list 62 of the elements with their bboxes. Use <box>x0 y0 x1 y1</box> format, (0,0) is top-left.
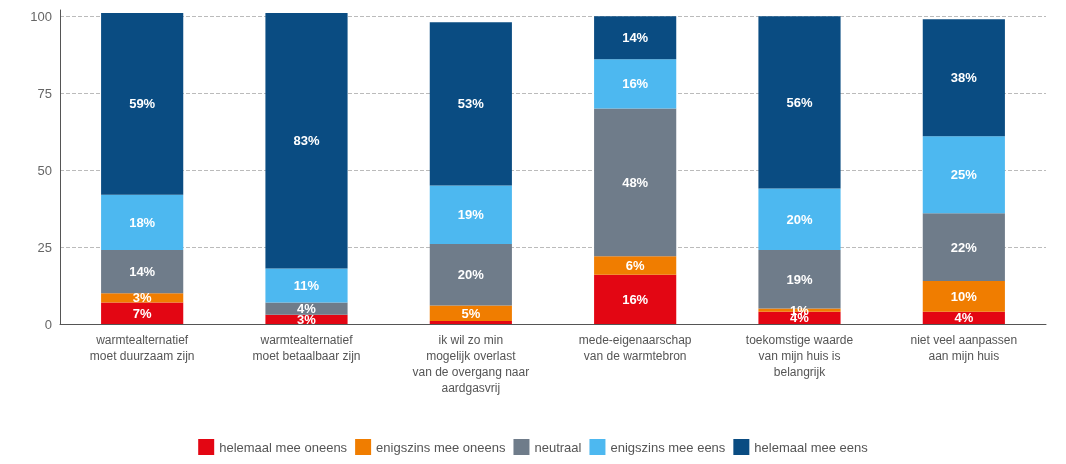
x-tick-label: warmtealternatief moet betaalbaar zijn <box>252 333 361 363</box>
data-label: 10% <box>950 288 978 304</box>
bar <box>922 213 1005 281</box>
x-tick-label: niet veel aanpassen aan mijn huis <box>910 333 1018 363</box>
bar <box>429 320 512 324</box>
data-label: 16% <box>622 76 649 92</box>
data-label: 59% <box>129 96 156 112</box>
data-label: 4% <box>954 310 974 326</box>
legend-label: neutraal <box>534 439 582 455</box>
legend-label: enigszins mee eens <box>610 439 726 455</box>
bar <box>429 185 512 244</box>
bar <box>429 243 512 306</box>
data-label: 16% <box>622 291 649 307</box>
x-tick-label: warmtealternatief moet duurzaam zijn <box>89 333 195 363</box>
bar <box>594 16 677 60</box>
data-label: 25% <box>950 167 978 183</box>
data-label: 6% <box>625 258 645 274</box>
bar <box>922 136 1005 214</box>
bar <box>265 302 348 315</box>
y-tick-label: 75 <box>37 85 52 101</box>
data-label: 83% <box>293 133 320 149</box>
data-label: 19% <box>457 207 485 223</box>
data-label: 11% <box>293 278 320 294</box>
data-label: 7% <box>132 305 152 321</box>
x-tick-label: toekomstige waarde van mijn huis is belangrijk <box>745 333 854 379</box>
bar <box>922 280 1005 312</box>
data-label: 53% <box>457 96 485 112</box>
data-label: 14% <box>129 264 156 280</box>
data-label: 14% <box>622 30 649 46</box>
data-label: 20% <box>457 267 485 283</box>
bar <box>101 194 184 251</box>
y-tick-label: 0 <box>44 316 52 332</box>
data-label: 38% <box>950 70 978 86</box>
data-label: 56% <box>786 94 813 110</box>
bar <box>101 250 184 294</box>
data-label: 19% <box>786 271 813 287</box>
x-tick-label: ik wil zo min mogelijk overlast van de overgang naar aardgasvrij <box>412 333 530 395</box>
bar <box>758 16 841 189</box>
bar <box>594 59 677 109</box>
bar <box>594 274 677 324</box>
bar <box>101 302 184 324</box>
y-tick-label: 100 <box>30 8 52 24</box>
bar <box>922 19 1005 137</box>
data-label: 3% <box>132 290 152 306</box>
y-tick-label: 25 <box>37 239 52 255</box>
bar <box>594 256 677 275</box>
data-label: 20% <box>786 211 813 227</box>
data-label: 48% <box>622 174 649 190</box>
data-label: 22% <box>950 239 978 255</box>
data-label: 18% <box>129 214 156 230</box>
legend-label: helemaal mee oneens <box>219 439 348 455</box>
bar <box>101 13 184 195</box>
bar <box>758 188 841 251</box>
legend-label: enigszins mee oneens <box>376 439 506 455</box>
bar <box>265 13 348 269</box>
bar <box>429 22 512 186</box>
legend-label: helemaal mee eens <box>754 439 869 455</box>
bar <box>594 108 677 257</box>
x-tick-label: mede-eigenaarschap van de warmtebron <box>578 333 692 363</box>
y-tick-label: 50 <box>37 162 52 178</box>
data-label: 5% <box>461 305 481 321</box>
bar <box>265 268 348 303</box>
